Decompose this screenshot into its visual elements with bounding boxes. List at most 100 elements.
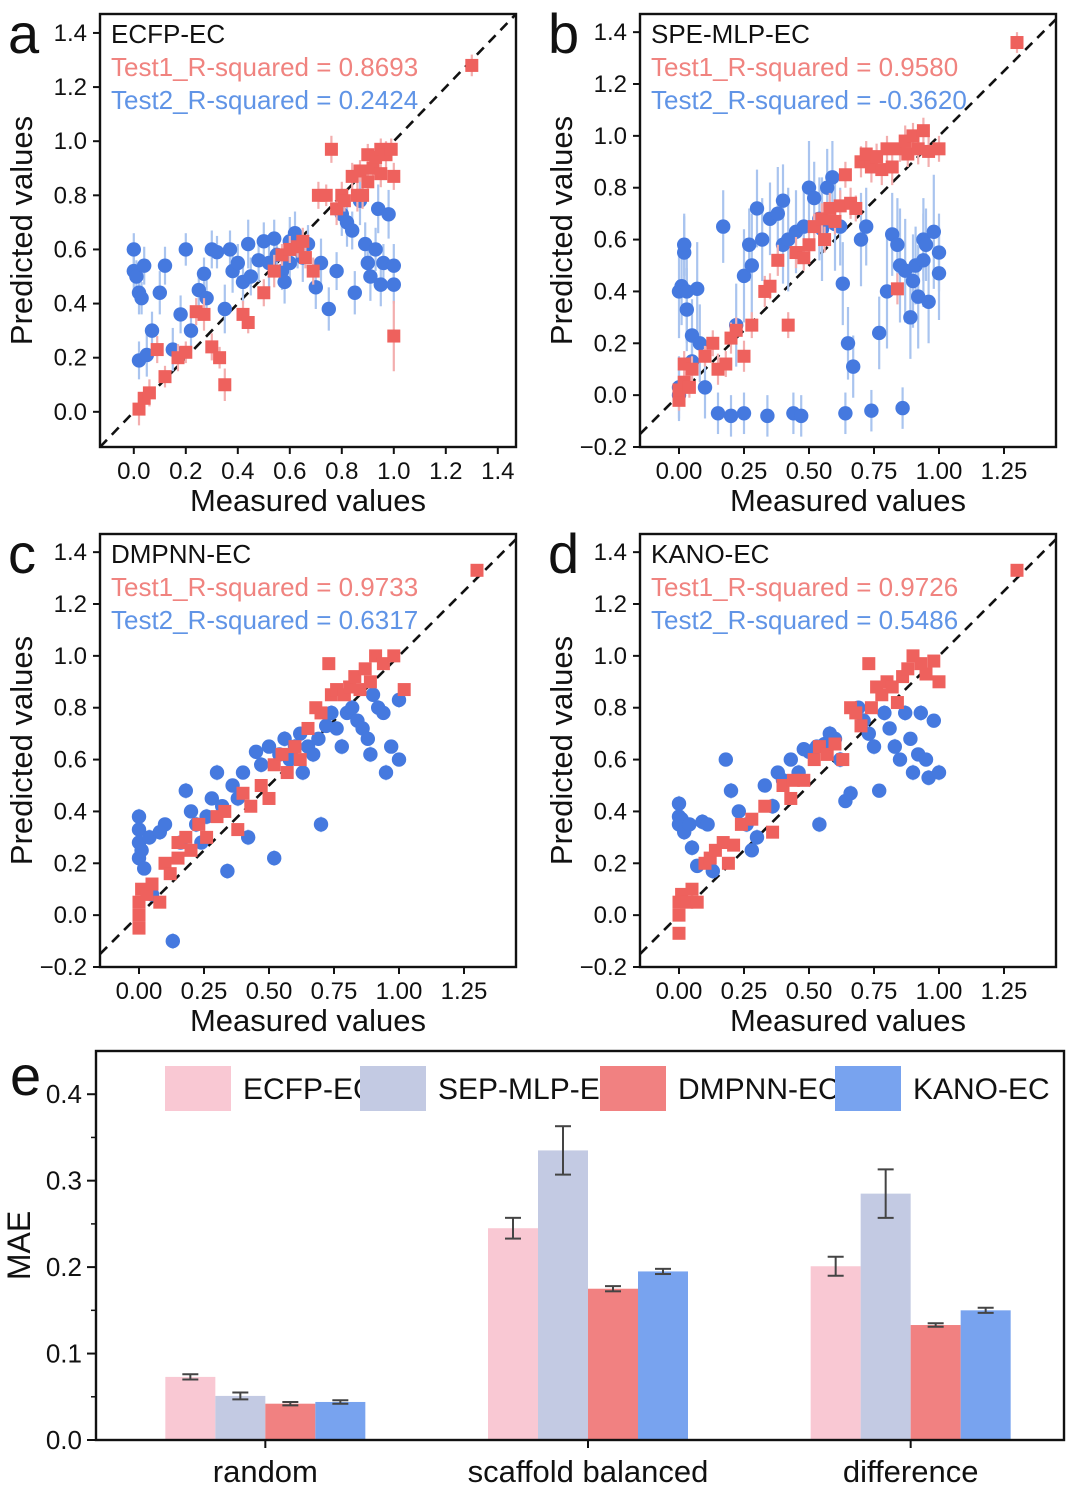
test1-point bbox=[864, 701, 878, 715]
test2-point bbox=[905, 273, 921, 289]
test2-point bbox=[913, 705, 928, 721]
bar-SEP-MLP-EC bbox=[215, 1395, 266, 1440]
y-tick-label: 0.4 bbox=[594, 798, 627, 825]
test1-point bbox=[319, 188, 333, 202]
x-tick-label: 0.0 bbox=[117, 458, 150, 485]
test1-point bbox=[706, 336, 720, 350]
test1-point bbox=[337, 194, 351, 208]
test2-point bbox=[872, 325, 887, 341]
test2-point bbox=[760, 408, 775, 424]
test1-point bbox=[737, 349, 751, 363]
test2-point bbox=[671, 796, 687, 811]
y-tick-label: 0.3 bbox=[46, 1166, 82, 1196]
test2-point bbox=[783, 752, 798, 767]
test2-point bbox=[916, 253, 931, 268]
y-tick-label: 0.4 bbox=[54, 291, 87, 318]
y-tick-label: 1.2 bbox=[594, 71, 627, 98]
test2-point bbox=[277, 274, 292, 290]
test1-point bbox=[682, 380, 696, 394]
test1-point bbox=[262, 791, 276, 805]
panel-d: d 0.00 0.25 0.50 0.75 1.00 1.25 −0.2 0.0 0.2 0.4 0… bbox=[540, 520, 1080, 1040]
test1-r-squared: Test1_R-squared = 0.9726 bbox=[651, 572, 958, 602]
test1-point bbox=[244, 799, 258, 813]
test2-point bbox=[731, 804, 746, 819]
panel-letter-d: d bbox=[548, 522, 580, 585]
y-tick-label: 1.4 bbox=[54, 539, 87, 566]
test2-point bbox=[261, 739, 277, 754]
test2-point bbox=[360, 731, 375, 747]
x-axis-label: Measured values bbox=[190, 483, 426, 518]
test1-point bbox=[348, 670, 362, 684]
test2-point bbox=[692, 336, 707, 351]
test2-point bbox=[152, 285, 167, 300]
y-axis-label: Predicted values bbox=[4, 116, 39, 345]
x-tick-label: 1.00 bbox=[916, 978, 963, 1005]
test1-point bbox=[387, 329, 401, 343]
test1-point bbox=[200, 830, 214, 844]
test2-point bbox=[918, 237, 934, 252]
x-tick-label: 1.0 bbox=[377, 458, 410, 485]
test1-point bbox=[719, 357, 733, 371]
test2-point bbox=[365, 687, 381, 702]
test1-point bbox=[820, 747, 834, 761]
test2-point bbox=[173, 307, 188, 322]
x-tick-label: 0.25 bbox=[181, 978, 228, 1005]
x-tick-label: 0.75 bbox=[311, 978, 358, 1005]
x-tick-label: 1.25 bbox=[441, 978, 488, 1005]
test1-point bbox=[353, 164, 367, 178]
y-tick-label: 0.1 bbox=[46, 1339, 82, 1369]
test1-point bbox=[150, 343, 164, 357]
test1-point bbox=[823, 201, 837, 215]
panel-letter-b: b bbox=[548, 2, 580, 65]
test2-point bbox=[716, 219, 731, 234]
test2-point bbox=[890, 237, 905, 252]
bar-SEP-MLP-EC bbox=[538, 1150, 588, 1440]
test1-point bbox=[672, 393, 686, 407]
legend-swatch-ECFP-EC bbox=[165, 1066, 231, 1111]
test1-point bbox=[797, 251, 811, 265]
test2-point bbox=[209, 244, 225, 260]
test2-point bbox=[199, 290, 214, 306]
test2-point bbox=[178, 242, 193, 257]
test1-point bbox=[906, 129, 920, 143]
test2-point bbox=[755, 232, 770, 247]
bar-ECFP-EC bbox=[810, 1266, 861, 1440]
y-tick-label: 0.0 bbox=[594, 382, 627, 409]
test1-point bbox=[374, 167, 388, 181]
test2-point bbox=[684, 840, 700, 855]
test1-point bbox=[932, 675, 946, 689]
test2-point bbox=[329, 263, 344, 279]
test1-point bbox=[353, 683, 367, 697]
test1-point bbox=[153, 895, 167, 909]
bar-KANO-EC bbox=[960, 1310, 1011, 1440]
test1-point bbox=[314, 706, 328, 720]
y-tick-label: 0.2 bbox=[54, 345, 87, 372]
test1-point bbox=[727, 838, 741, 852]
test1-point bbox=[179, 830, 193, 844]
test1-point bbox=[184, 843, 198, 857]
bar-KANO-EC bbox=[315, 1401, 366, 1440]
y-tick-label: 1.4 bbox=[594, 19, 627, 46]
test1-point bbox=[771, 253, 785, 267]
test1-point bbox=[158, 370, 172, 384]
test2-point bbox=[742, 237, 757, 252]
test2-point bbox=[921, 294, 936, 310]
test2-point bbox=[220, 863, 235, 879]
test1-point bbox=[358, 662, 372, 676]
test2-point bbox=[295, 765, 310, 780]
x-tick-label: 0.00 bbox=[116, 978, 163, 1005]
test2-point bbox=[770, 206, 785, 221]
test1-point bbox=[218, 804, 232, 818]
y-tick-label: 0.2 bbox=[46, 1252, 82, 1282]
plot-frame bbox=[98, 532, 518, 969]
y-tick-label: 0.8 bbox=[594, 695, 627, 722]
test2-point bbox=[812, 817, 827, 832]
test2-point bbox=[183, 804, 199, 819]
test2-point bbox=[313, 817, 329, 832]
x-category-label: scaffold balanced bbox=[468, 1454, 709, 1489]
test1-point bbox=[231, 823, 245, 837]
test1-point bbox=[288, 740, 302, 754]
test2-point bbox=[157, 258, 173, 273]
x-tick-label: 0.25 bbox=[721, 458, 768, 485]
